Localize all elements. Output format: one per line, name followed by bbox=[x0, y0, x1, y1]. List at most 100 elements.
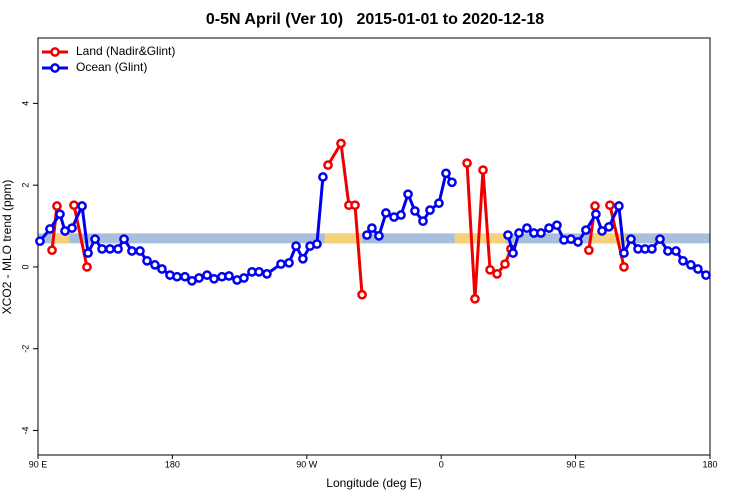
data-point bbox=[492, 269, 502, 279]
data-point bbox=[508, 248, 518, 258]
data-point bbox=[350, 200, 360, 211]
data-point bbox=[150, 260, 160, 270]
data-point bbox=[67, 223, 77, 233]
data-point bbox=[172, 271, 182, 282]
data-point bbox=[357, 289, 367, 300]
data-point bbox=[500, 259, 510, 269]
data-point bbox=[536, 228, 546, 238]
data-point bbox=[590, 201, 600, 211]
x-tick-label: 90 W bbox=[296, 459, 318, 469]
y-axis-label: XCO2 - MLO trend (ppm) bbox=[0, 180, 14, 315]
data-point bbox=[194, 273, 204, 283]
x-tick-label: 90 E bbox=[566, 459, 585, 469]
data-point bbox=[396, 210, 406, 220]
data-point bbox=[418, 216, 428, 227]
data-point bbox=[626, 234, 636, 244]
data-point bbox=[312, 239, 322, 249]
data-point bbox=[584, 245, 594, 256]
data-point bbox=[597, 226, 607, 236]
data-point bbox=[157, 264, 167, 274]
data-point bbox=[552, 220, 562, 231]
data-point bbox=[374, 231, 384, 241]
data-point bbox=[434, 198, 444, 209]
data-point bbox=[276, 259, 286, 269]
legend-label: Land (Nadir&Glint) bbox=[76, 44, 175, 58]
data-point bbox=[447, 177, 457, 188]
data-point bbox=[671, 246, 681, 256]
data-point bbox=[180, 271, 190, 282]
data-point bbox=[514, 228, 524, 238]
data-point bbox=[142, 255, 152, 266]
data-point bbox=[77, 201, 87, 211]
data-point bbox=[573, 237, 583, 247]
legend-marker bbox=[50, 47, 60, 57]
data-point bbox=[35, 236, 45, 247]
data-point bbox=[619, 262, 629, 272]
data-point bbox=[462, 158, 472, 168]
data-point bbox=[55, 209, 65, 220]
data-point bbox=[82, 262, 92, 272]
data-point bbox=[254, 266, 264, 277]
data-point bbox=[485, 264, 495, 275]
data-point bbox=[410, 206, 420, 216]
data-point bbox=[90, 234, 100, 244]
data-point bbox=[693, 264, 703, 274]
data-point bbox=[284, 258, 294, 268]
data-point bbox=[113, 244, 123, 254]
x-tick-label: 180 bbox=[702, 459, 717, 469]
data-point bbox=[52, 201, 62, 211]
legend-marker bbox=[50, 63, 60, 73]
data-point bbox=[605, 200, 615, 211]
data-point bbox=[647, 244, 657, 254]
data-point bbox=[478, 165, 488, 175]
chart-title: 0-5N April (Ver 10) 2015-01-01 to 2020-1… bbox=[206, 11, 544, 28]
data-point bbox=[323, 160, 333, 170]
data-point bbox=[522, 223, 532, 233]
data-point bbox=[403, 189, 413, 200]
y-tick-label: 2 bbox=[20, 183, 30, 188]
data-point bbox=[614, 201, 624, 211]
data-point bbox=[441, 168, 451, 179]
data-point bbox=[336, 138, 346, 149]
data-point bbox=[381, 208, 391, 218]
data-point bbox=[105, 244, 115, 254]
data-point bbox=[119, 234, 129, 244]
data-point bbox=[83, 248, 93, 258]
data-point bbox=[655, 234, 665, 244]
data-point bbox=[591, 209, 601, 220]
data-point bbox=[47, 245, 57, 256]
data-point bbox=[298, 253, 308, 264]
data-point bbox=[69, 200, 79, 211]
data-point bbox=[209, 273, 219, 284]
data-point bbox=[425, 205, 435, 215]
x-tick-label: 0 bbox=[439, 459, 444, 469]
plot-frame bbox=[37, 37, 711, 456]
data-point bbox=[544, 223, 554, 233]
x-tick-label: 180 bbox=[165, 459, 180, 469]
data-point bbox=[701, 270, 711, 280]
data-point bbox=[135, 246, 145, 256]
data-point bbox=[127, 246, 137, 256]
data-point bbox=[239, 273, 249, 283]
data-point bbox=[604, 222, 614, 232]
data-point bbox=[470, 293, 480, 304]
series-line bbox=[326, 138, 364, 295]
y-tick-label: -2 bbox=[20, 345, 30, 353]
data-point bbox=[367, 223, 377, 233]
data-point bbox=[318, 172, 328, 182]
data-point bbox=[97, 244, 107, 254]
data-point bbox=[262, 269, 272, 279]
data-point bbox=[581, 225, 591, 235]
data-point bbox=[224, 271, 234, 281]
y-tick-label: 4 bbox=[20, 101, 30, 106]
data-point bbox=[663, 246, 673, 256]
x-axis-label: Longitude (deg E) bbox=[326, 476, 421, 490]
series-line bbox=[465, 163, 513, 299]
data-point bbox=[678, 255, 688, 266]
data-point bbox=[45, 224, 55, 234]
data-point bbox=[291, 241, 301, 251]
data-point bbox=[619, 248, 629, 258]
y-tick-label: -4 bbox=[20, 426, 30, 434]
x-tick-label: 90 E bbox=[29, 459, 48, 469]
